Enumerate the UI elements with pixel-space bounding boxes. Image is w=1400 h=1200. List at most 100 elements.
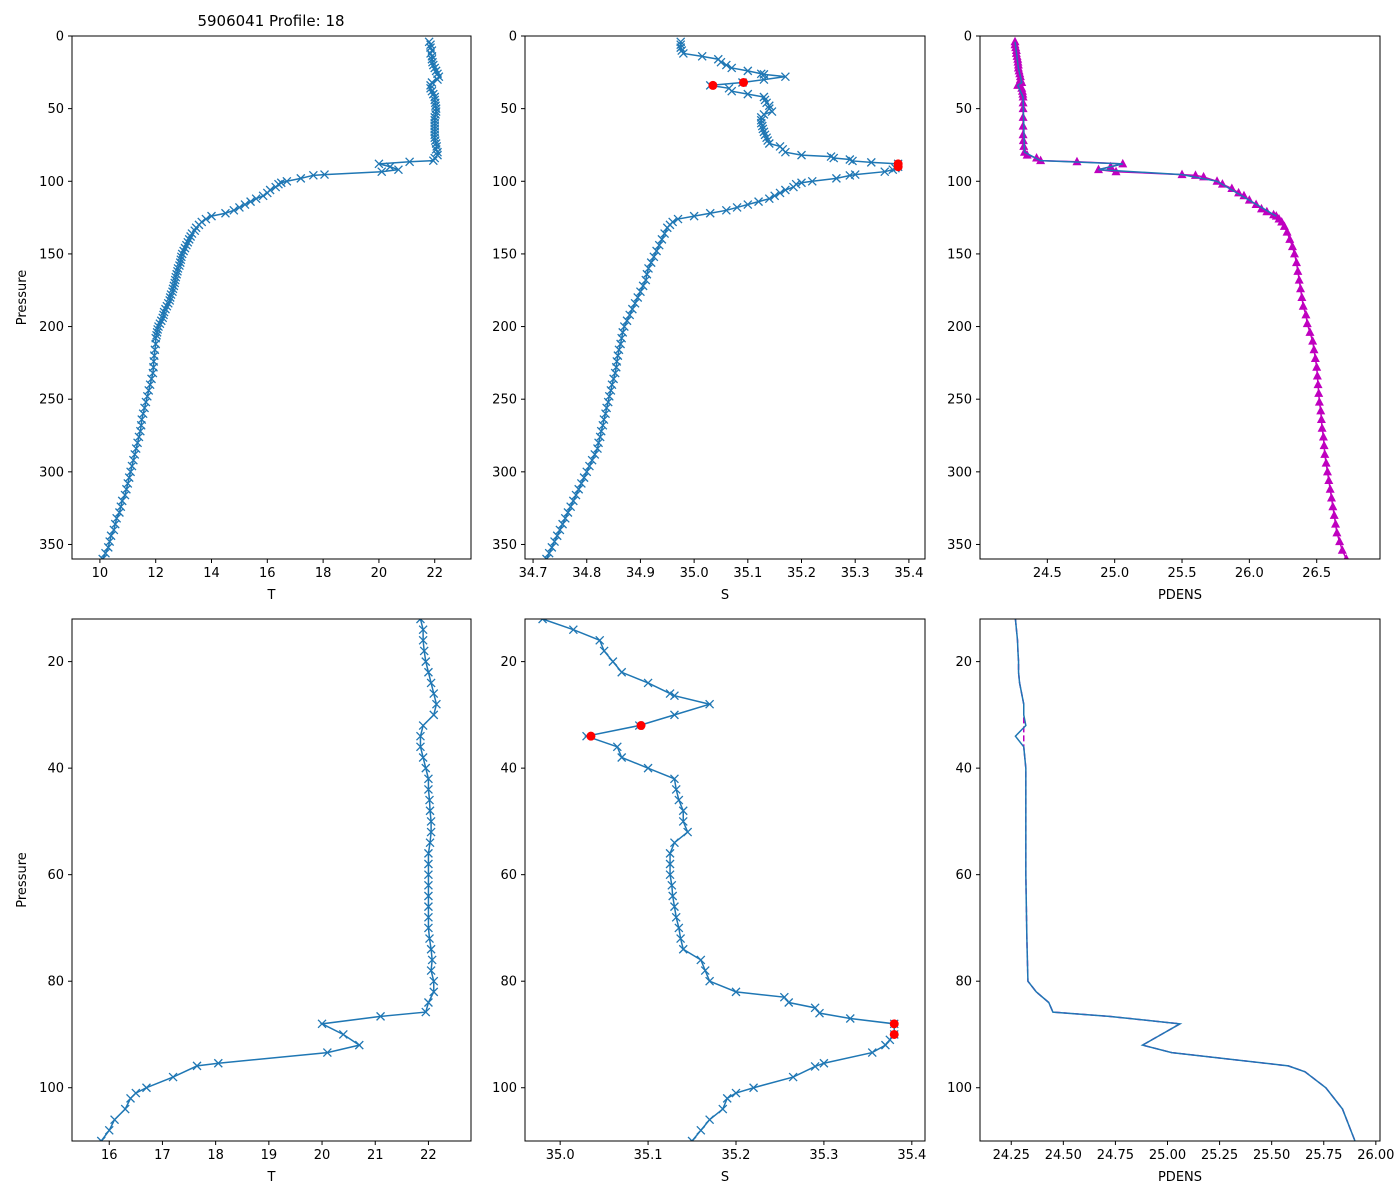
data-point	[423, 891, 433, 901]
x-tick-label: 35.3	[809, 1148, 838, 1163]
y-tick-label: 20	[955, 655, 972, 670]
data-point	[576, 478, 586, 488]
data-point	[1331, 519, 1341, 528]
data-point	[187, 229, 197, 239]
data-point	[643, 763, 653, 773]
data-point	[579, 473, 589, 483]
data-point	[606, 386, 616, 395]
data-point	[731, 1088, 741, 1098]
data-point	[635, 287, 645, 297]
data-point	[103, 542, 113, 552]
data-point	[610, 368, 620, 378]
x-tick-label: 35.2	[722, 1148, 751, 1163]
data-point	[705, 1115, 715, 1125]
data-point	[165, 295, 175, 305]
data-point	[665, 689, 675, 699]
y-axis: 0 50 100 150 200 250 300 350	[492, 30, 525, 553]
data-point	[1298, 301, 1308, 310]
data-point	[758, 124, 768, 134]
data-point	[732, 202, 742, 212]
data-point	[601, 409, 610, 419]
data-point	[429, 689, 439, 699]
data-point	[421, 657, 431, 667]
data-point	[845, 1014, 855, 1023]
data-point	[552, 531, 562, 541]
data-point	[1310, 353, 1320, 363]
data-point	[1234, 187, 1244, 197]
data-point	[423, 912, 433, 922]
x-axis: 16 17 18 19 20 21 22 T	[101, 1141, 437, 1185]
data-point	[1335, 536, 1345, 546]
data-point	[1324, 475, 1334, 485]
y-tick-label: 0	[56, 30, 64, 45]
y-tick-label: 200	[39, 320, 64, 335]
data-point	[716, 57, 726, 67]
data-point	[749, 1083, 759, 1093]
data-point	[779, 992, 789, 1002]
x-tick-label: 24.50	[1045, 1148, 1082, 1163]
y-tick-label: 150	[39, 247, 64, 262]
data-point	[430, 153, 440, 163]
x-tick-label: 25.0	[1100, 566, 1129, 581]
data-point	[155, 319, 165, 329]
data-point	[762, 133, 772, 143]
data-point	[423, 998, 433, 1007]
x-axis: 24.5 25.0 25.5 26.0 26.5 PDENS	[1033, 559, 1331, 603]
data-point	[1291, 257, 1301, 267]
data-point	[669, 838, 679, 848]
data-point	[542, 554, 551, 559]
data-point	[1343, 554, 1349, 559]
axes-frame	[71, 618, 472, 1142]
data-point	[598, 420, 608, 430]
x-tick-label: 25.5	[1168, 566, 1197, 581]
y-tick-label: 60	[500, 868, 517, 883]
data-point	[246, 197, 256, 207]
x-axis-label: PDENS	[1158, 1170, 1202, 1185]
data-point	[587, 455, 597, 465]
x-tick-label: 35.0	[680, 566, 709, 581]
flagged-point	[708, 80, 718, 90]
data-point	[1297, 292, 1307, 301]
x-axis-label: T	[267, 588, 276, 603]
data-point	[192, 1061, 202, 1071]
data-point	[731, 987, 741, 997]
data-point	[322, 1048, 332, 1058]
data-point	[429, 710, 439, 720]
data-point	[109, 525, 119, 535]
data-point	[867, 1048, 877, 1058]
data-point	[633, 293, 643, 302]
x-tick-label: 26.00	[1357, 1148, 1394, 1163]
data-point	[550, 537, 559, 547]
data-point	[1308, 336, 1318, 345]
data-point	[743, 66, 753, 76]
data-point	[780, 185, 790, 195]
data-point	[170, 278, 180, 288]
data-point	[296, 173, 306, 183]
data-point	[649, 252, 659, 262]
data-point	[429, 987, 439, 997]
x-axis-label: S	[721, 1170, 729, 1185]
x-tick-label: 12	[147, 566, 164, 581]
data-point	[674, 923, 684, 933]
data-point	[831, 173, 841, 183]
data-point	[807, 176, 817, 186]
axes-frame	[524, 618, 926, 1142]
flagged-point	[893, 162, 903, 172]
axes-frame	[524, 35, 926, 560]
data-point	[1285, 234, 1295, 243]
data-point	[627, 304, 637, 314]
data-point	[700, 966, 710, 976]
data-point	[603, 397, 613, 407]
x-axis-label: PDENS	[1158, 588, 1202, 603]
data-point	[354, 1040, 364, 1050]
data-point	[547, 542, 557, 552]
data-point	[743, 200, 753, 209]
y-tick-label: 60	[955, 868, 972, 883]
data-point	[165, 293, 175, 302]
data-point	[282, 176, 292, 186]
x-tick-label: 10	[92, 566, 109, 581]
data-point	[697, 51, 707, 61]
data-point	[544, 548, 554, 558]
data-point	[538, 619, 548, 624]
x-tick-label: 35.1	[733, 566, 762, 581]
